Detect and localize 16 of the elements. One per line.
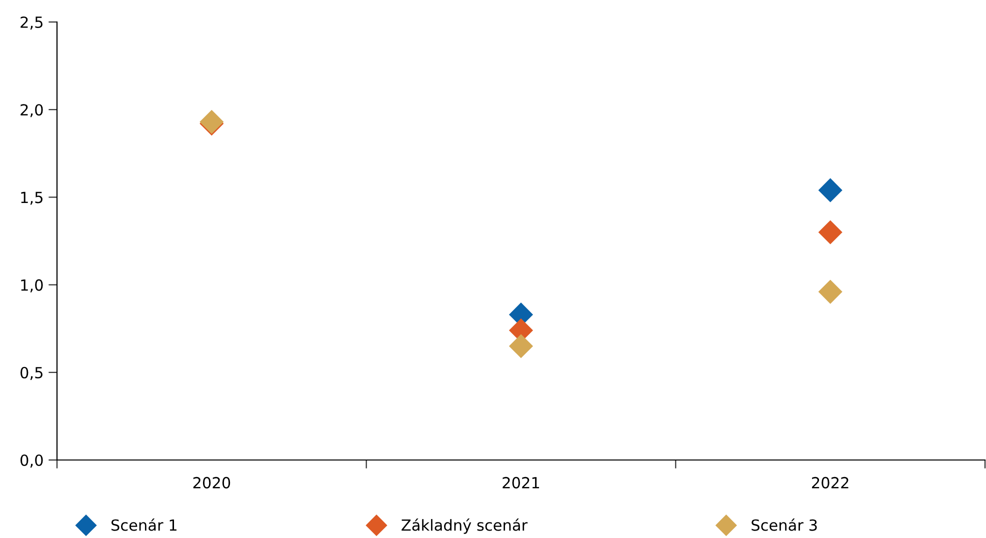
point [818, 280, 842, 304]
y-tick-label: 1,5 [21, 192, 42, 205]
legend-label: Scenár 3 [752, 518, 817, 531]
legend-label: Scenár 1 [111, 518, 176, 531]
point [818, 220, 842, 244]
x-tick-label: 2020 [193, 476, 230, 488]
y-tick-label: 0,0 [20, 454, 43, 468]
point [818, 178, 842, 202]
y-tick-label: 2,5 [20, 16, 42, 30]
y-tick-label: 0,5 [20, 366, 42, 380]
legend-label: Základný scenár [402, 518, 528, 534]
point [508, 334, 534, 358]
y-tick-label: 2,0 [20, 104, 43, 118]
x-tick-label: 2021 [502, 476, 540, 488]
y-tick-label: 1,0 [21, 279, 43, 292]
x-tick-label: 2022 [812, 476, 848, 488]
